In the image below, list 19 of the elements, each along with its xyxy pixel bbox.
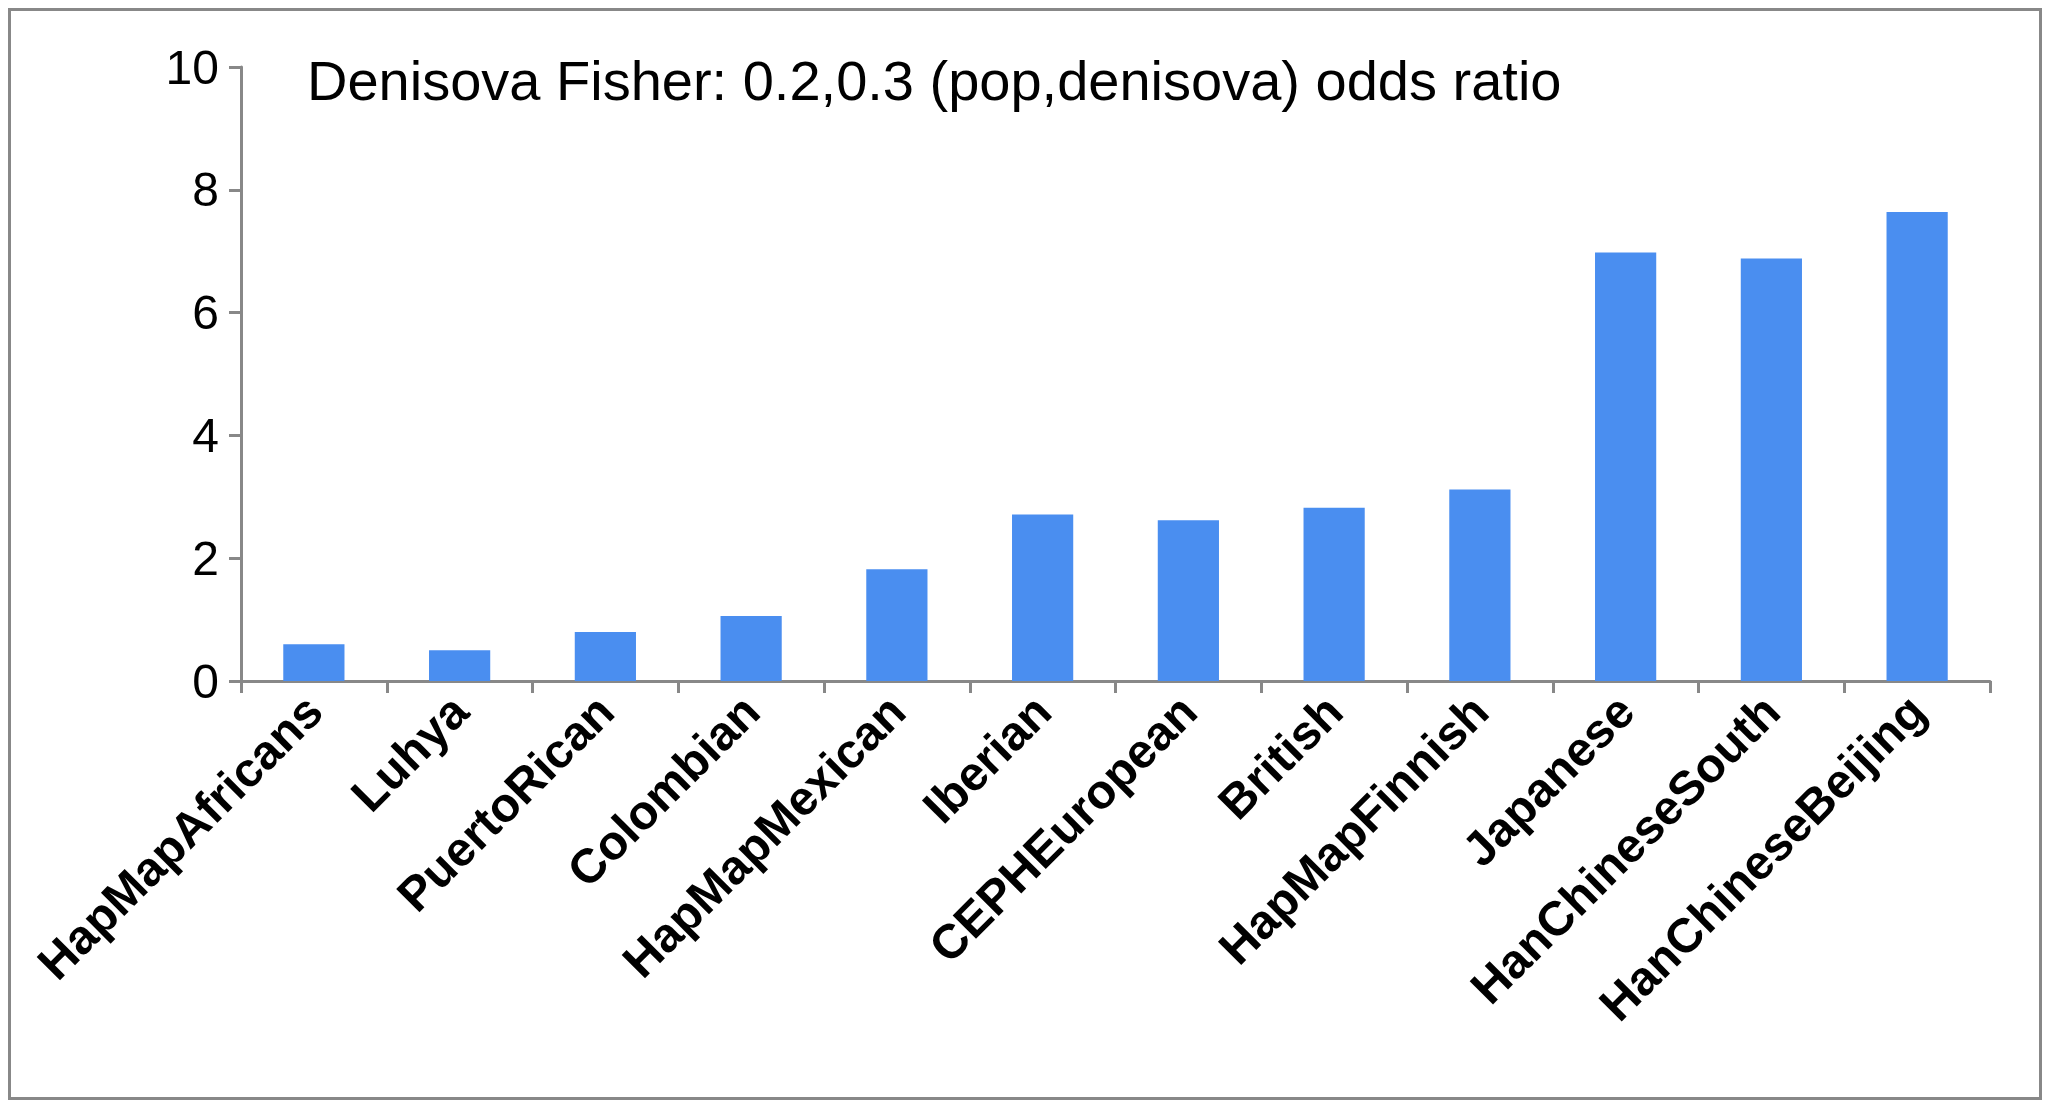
bar [574,631,636,681]
bar [1157,520,1219,681]
bar [1595,252,1657,681]
y-tick-label: 8 [192,163,219,217]
bar [429,650,491,681]
y-tick-label: 6 [192,286,219,340]
bar [866,569,928,681]
bar [1012,514,1074,681]
y-tick-label: 4 [192,408,219,462]
bar [1449,489,1511,681]
chart-title: Denisova Fisher: 0.2,0.3 (pop,denisova) odds ratio [307,48,1562,112]
bar [1886,211,1948,681]
y-tick-label: 2 [192,531,219,585]
y-tick-label: 0 [192,654,219,708]
bar [283,644,345,681]
bar [1303,507,1365,681]
bar [720,615,782,681]
bar [1740,258,1802,681]
y-tick-label: 10 [165,40,219,94]
